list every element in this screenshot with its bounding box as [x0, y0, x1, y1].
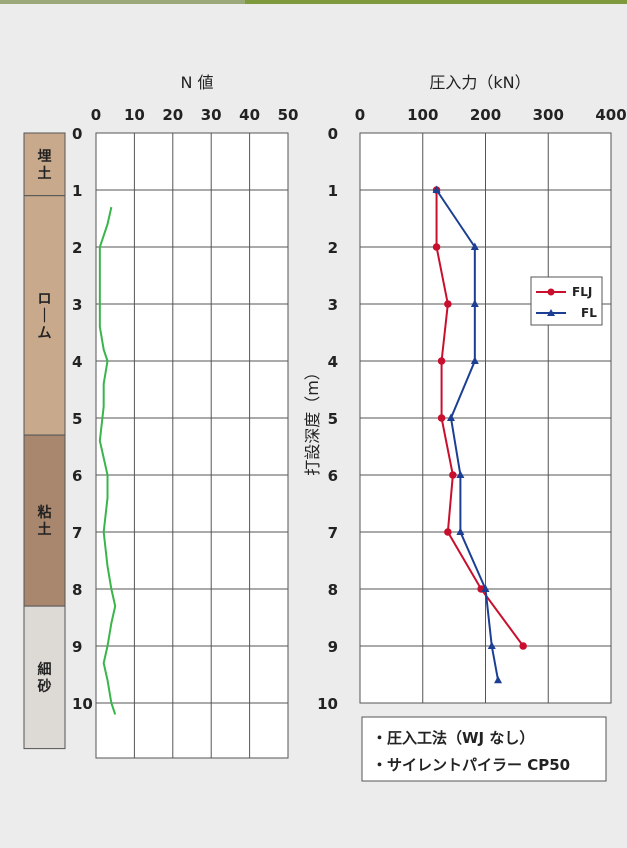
fl-point: [432, 185, 441, 193]
force-y-tick-label: 5: [328, 410, 338, 428]
n-x-tick-label: 10: [124, 106, 145, 124]
n-y-tick-label: 4: [72, 353, 82, 371]
soil-layer-label: 埋土: [38, 149, 52, 182]
flj-point: [449, 471, 457, 479]
fl-point: [446, 413, 455, 421]
n-y-tick-label: 6: [72, 467, 82, 485]
n-value-chart: N 値 0 10 20 30 40 50 0 1 2 3 4 5 6 7 8 9 10: [72, 73, 299, 759]
flj-point: [437, 414, 446, 422]
legend-fl-label: FL: [581, 306, 597, 320]
legend-box: [530, 276, 603, 326]
force-y-tick-label: 2: [328, 239, 338, 257]
n-y-tick-label: 7: [72, 524, 82, 542]
n-x-tick-label: 20: [162, 106, 183, 124]
n-y-tick-label: 10: [72, 695, 93, 713]
fl-point: [470, 356, 479, 364]
force-x-tick-label: 200: [470, 106, 501, 124]
n-x-ticks: 0 10 20 30 40 50: [91, 106, 299, 124]
n-value-line: [98, 206, 117, 715]
force-grid: [359, 132, 612, 704]
soil-layer-label: ロ｜ム: [38, 291, 52, 341]
force-y-tick-label: 1: [328, 182, 338, 200]
force-y-tick-label: 9: [328, 638, 338, 656]
legend: FLJ FL: [530, 276, 603, 326]
fl-point: [456, 470, 465, 478]
legend-fl-marker: [547, 309, 555, 316]
n-x-tick-label: 40: [239, 106, 260, 124]
flj-point: [432, 243, 441, 251]
n-chart-title: N 値: [180, 73, 213, 92]
legend-flj-marker: [547, 288, 555, 296]
force-x-ticks: 0 100 200 300 400: [355, 106, 627, 124]
n-x-tick-label: 50: [278, 106, 299, 124]
soil-layer: [23, 605, 66, 750]
top-bar-right: [245, 0, 627, 4]
n-y-tick-label: 9: [72, 638, 82, 656]
n-x-tick-label: 30: [201, 106, 222, 124]
fl-point: [481, 584, 490, 592]
fl-point: [494, 675, 503, 684]
fl-point: [456, 527, 465, 535]
top-decoration-bar: [0, 0, 627, 4]
flj-point: [519, 642, 527, 650]
series-line-fl: [435, 189, 500, 681]
force-y-tick-label: 10: [317, 695, 338, 713]
n-y-ticks: 0 1 2 3 4 5 6 7 8 9 10: [72, 125, 93, 713]
n-y-tick-label: 3: [72, 296, 82, 314]
force-x-tick-label: 0: [355, 106, 365, 124]
force-x-tick-label: 400: [595, 106, 626, 124]
force-series: [432, 185, 527, 684]
force-x-tick-label: 100: [407, 106, 438, 124]
force-y-tick-label: 3: [328, 296, 338, 314]
flj-point: [444, 528, 452, 536]
n-y-tick-label: 5: [72, 410, 82, 428]
force-x-tick-label: 300: [533, 106, 564, 124]
force-y-tick-label: 7: [328, 524, 338, 542]
legend-flj-label: FLJ: [572, 285, 592, 299]
force-y-tick-label: 0: [328, 125, 338, 143]
top-bar-left: [0, 0, 245, 4]
fl-point: [470, 242, 479, 250]
force-chart: 圧入力（kN） 0 100 200 300 400 0 1 2 3 4 5 6 7 8 9 10 打設深度（…: [303, 73, 627, 782]
fl-point: [470, 299, 479, 307]
soil-layer-label: 粘土: [38, 504, 52, 538]
force-y-ticks: 0 1 2 3 4 5 6 7 8 9 10: [317, 125, 338, 713]
n-y-tick-label: 1: [72, 182, 82, 200]
force-chart-title: 圧入力（kN）: [429, 73, 530, 92]
soil-layer-label: 細砂: [37, 661, 52, 695]
n-grid: [95, 132, 289, 759]
soil-layer: [23, 195, 66, 436]
force-y-axis-label: 打設深度（m）: [303, 364, 322, 476]
n-x-tick-label: 0: [91, 106, 101, 124]
notes-box: [361, 716, 607, 782]
flj-point: [444, 300, 452, 308]
note-machine: ・サイレントパイラー CP50: [372, 756, 570, 774]
n-plot-area: [95, 132, 289, 759]
force-y-tick-label: 4: [328, 353, 338, 371]
fl-point: [487, 641, 496, 649]
soil-layer: [23, 132, 66, 197]
n-y-tick-label: 0: [72, 125, 82, 143]
force-y-tick-label: 8: [328, 581, 338, 599]
flj-point: [437, 357, 446, 365]
n-y-tick-label: 8: [72, 581, 82, 599]
force-y-tick-label: 6: [328, 467, 338, 485]
n-y-tick-label: 2: [72, 239, 82, 257]
note-method: ・圧入工法（WJ なし）: [372, 729, 534, 747]
method-notes: ・圧入工法（WJ なし） ・サイレントパイラー CP50: [361, 716, 607, 782]
